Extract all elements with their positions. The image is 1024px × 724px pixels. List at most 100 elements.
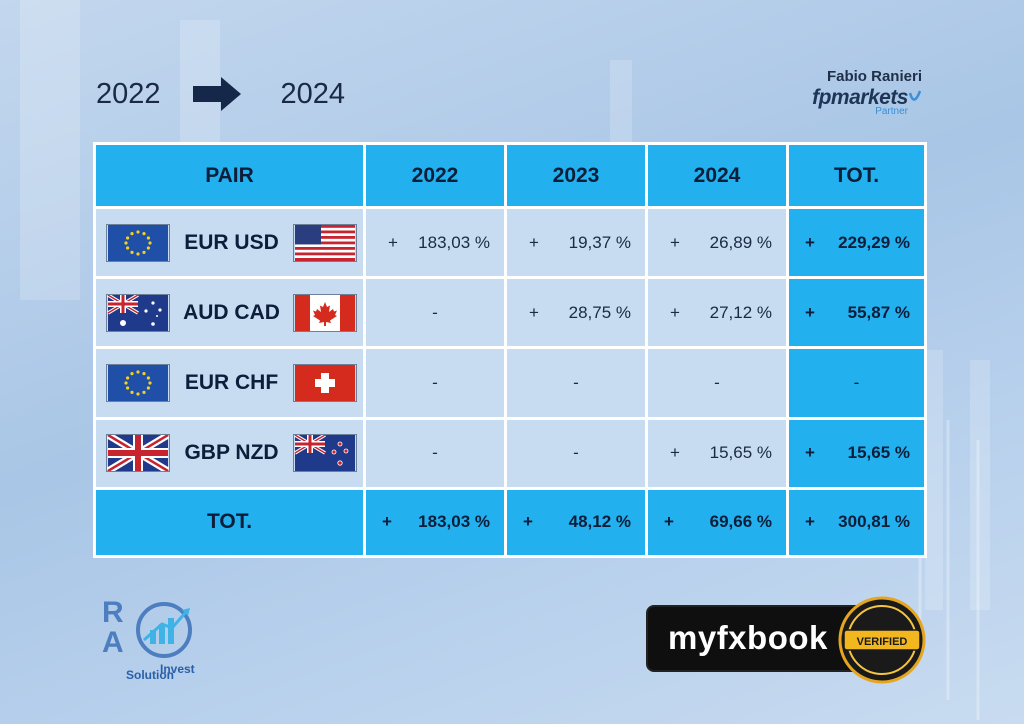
brand-name: Fabio Ranieri bbox=[826, 68, 922, 85]
plus-sign: + bbox=[664, 512, 674, 532]
value-2024: +15,65 % bbox=[645, 416, 789, 490]
col-header-2024: 2024 bbox=[645, 141, 789, 210]
myfxbook-logo: myfxbook bbox=[648, 607, 864, 670]
value-2023: - bbox=[504, 416, 648, 490]
ra-invest-solution-logo: R A Invest Solution bbox=[98, 596, 208, 684]
pair-label: GBP NZD bbox=[184, 441, 279, 465]
brand-logo-text: fpmarkets bbox=[790, 86, 922, 110]
value-tot: +229,29 % bbox=[786, 206, 927, 280]
plus-sign: + bbox=[670, 443, 680, 463]
value-text: 183,03 % bbox=[418, 232, 490, 252]
total-label: TOT. bbox=[93, 486, 366, 559]
value-text: 15,65 % bbox=[709, 443, 772, 463]
table-header-row: PAIR 2022 2023 2024 TOT. bbox=[93, 141, 927, 210]
ca-flag-icon bbox=[292, 293, 357, 332]
ra-invest-text: Invest bbox=[160, 662, 195, 676]
value-text: - bbox=[432, 373, 438, 393]
col-header-2023: 2023 bbox=[504, 141, 648, 210]
col-header-2022: 2022 bbox=[363, 141, 507, 210]
pair-cell: EUR USD bbox=[93, 206, 366, 280]
year-to: 2024 bbox=[280, 77, 346, 110]
pair-cell: AUD CAD bbox=[93, 276, 366, 350]
plus-sign: + bbox=[529, 302, 539, 322]
value-text: 48,12 % bbox=[568, 512, 631, 532]
nz-flag-icon bbox=[293, 434, 357, 473]
pair-cell: GBP NZD bbox=[93, 416, 366, 490]
value-2022: +183,03 % bbox=[363, 206, 507, 280]
total-2023: +48,12 % bbox=[504, 486, 648, 559]
value-2023: +19,37 % bbox=[504, 206, 648, 280]
fpmarkets-partner-logo: Fabio Ranieri fpmarkets Partner bbox=[790, 68, 922, 117]
brand-sub: Partner bbox=[875, 106, 908, 117]
growth-chart-icon bbox=[136, 602, 192, 658]
value-2024: +26,89 % bbox=[645, 206, 789, 280]
year-from: 2022 bbox=[96, 77, 161, 110]
value-tot: +15,65 % bbox=[786, 416, 927, 490]
value-text: 15,65 % bbox=[847, 443, 910, 463]
value-text: 28,75 % bbox=[568, 302, 631, 322]
plus-sign: + bbox=[388, 232, 398, 252]
value-2024: - bbox=[645, 346, 789, 420]
ra-solution-text: Solution bbox=[126, 668, 174, 682]
value-text: 19,37 % bbox=[568, 232, 631, 252]
value-2022: - bbox=[363, 276, 507, 350]
brand-logo-word: fpmarkets bbox=[812, 86, 908, 109]
value-text: 300,81 % bbox=[838, 512, 910, 532]
value-text: 26,89 % bbox=[709, 232, 772, 252]
value-text: - bbox=[573, 373, 579, 393]
plus-sign: + bbox=[805, 302, 815, 322]
value-text: - bbox=[573, 443, 579, 463]
plus-sign: + bbox=[805, 443, 815, 463]
value-text: - bbox=[714, 373, 720, 393]
value-2022: - bbox=[363, 416, 507, 490]
eu-flag-icon bbox=[106, 223, 170, 262]
plus-sign: + bbox=[805, 232, 815, 252]
us-flag-icon bbox=[292, 223, 357, 262]
value-text: 55,87 % bbox=[847, 302, 910, 322]
performance-table: PAIR 2022 2023 2024 TOT. EUR USD bbox=[93, 141, 927, 559]
table-row: GBP NZD - - +15,65 % +15,65 % bbox=[93, 416, 927, 490]
plus-sign: + bbox=[670, 232, 680, 252]
gb-flag-icon bbox=[106, 434, 170, 473]
plus-sign: + bbox=[523, 512, 533, 532]
ch-flag-icon bbox=[293, 364, 357, 403]
au-flag-icon bbox=[106, 293, 170, 332]
plus-sign: + bbox=[670, 302, 680, 322]
ra-letter-a: A bbox=[102, 626, 124, 659]
pair-cell: EUR CHF bbox=[93, 346, 366, 420]
seal-text: VERIFIED bbox=[857, 636, 908, 648]
arrow-right-icon bbox=[192, 77, 241, 111]
value-2023: - bbox=[504, 346, 648, 420]
plus-sign: + bbox=[529, 232, 539, 252]
table-row: EUR USD +183,03 % +19,37 % +26,89 % +229… bbox=[93, 206, 927, 280]
value-text: 229,29 % bbox=[838, 232, 910, 252]
col-header-tot: TOT. bbox=[786, 141, 927, 210]
pair-label: AUD CAD bbox=[183, 300, 280, 324]
value-2022: - bbox=[363, 346, 507, 420]
value-text: - bbox=[853, 373, 860, 393]
total-tot: +300,81 % bbox=[786, 486, 927, 559]
plus-sign: + bbox=[382, 512, 392, 532]
myfxbook-text: myfxbook bbox=[668, 619, 828, 656]
table-total-row: TOT. +183,03 % +48,12 % +69,66 % +300,81… bbox=[93, 486, 927, 559]
table-row: AUD CAD - +28,75 % +27,12 % +55,87 % bbox=[93, 276, 927, 350]
value-tot: - bbox=[786, 346, 927, 420]
year-range-header: 2022 2024 bbox=[96, 74, 345, 114]
value-text: 69,66 % bbox=[709, 512, 772, 532]
value-text: 183,03 % bbox=[418, 512, 490, 532]
value-text: - bbox=[432, 302, 438, 322]
value-text: 27,12 % bbox=[709, 302, 772, 322]
col-header-pair: PAIR bbox=[93, 141, 366, 210]
value-text: - bbox=[432, 443, 438, 463]
total-2022: +183,03 % bbox=[363, 486, 507, 559]
ra-letter-r: R bbox=[102, 596, 124, 629]
value-2024: +27,12 % bbox=[645, 276, 789, 350]
plus-sign: + bbox=[805, 512, 815, 532]
pair-label: EUR CHF bbox=[184, 371, 279, 395]
pair-label: EUR USD bbox=[184, 230, 279, 254]
total-2024: +69,66 % bbox=[645, 486, 789, 559]
value-2023: +28,75 % bbox=[504, 276, 648, 350]
verified-seal-icon: VERIFIED bbox=[838, 596, 926, 684]
table-row: EUR CHF - - - - bbox=[93, 346, 927, 420]
fpmarkets-swoosh-icon bbox=[908, 91, 922, 102]
